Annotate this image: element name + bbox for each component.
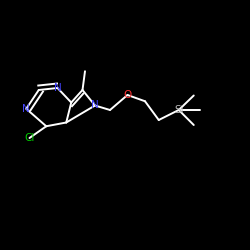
Text: Si: Si [174, 105, 184, 115]
Text: O: O [124, 90, 132, 100]
Text: N: N [54, 83, 62, 93]
Text: N: N [22, 104, 30, 114]
Text: N: N [91, 100, 99, 110]
Text: Cl: Cl [24, 133, 35, 143]
